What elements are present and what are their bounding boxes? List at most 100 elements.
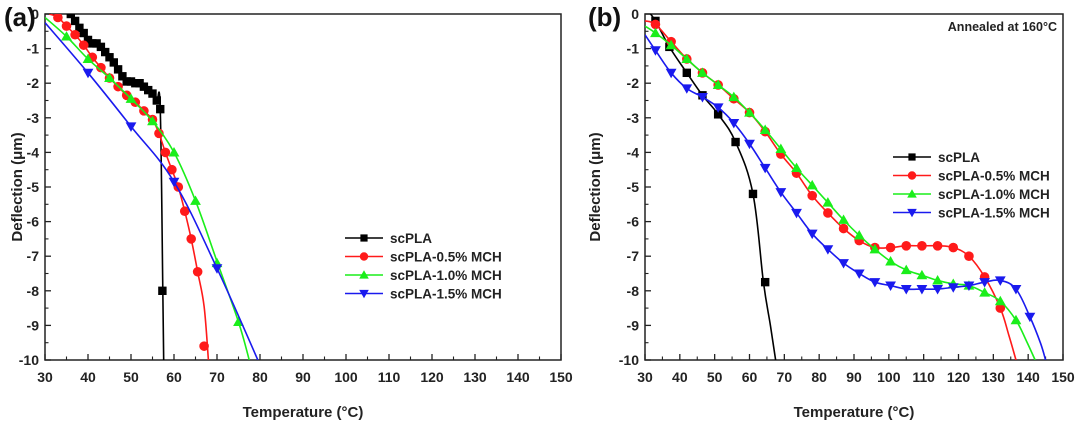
y-tick-label: -1 [627,41,640,57]
marker-triangle-up [125,93,137,103]
plot-area [645,14,1047,360]
marker-triangle-down [712,103,724,113]
marker-triangle-down [1024,312,1036,323]
y-tick-label: 0 [631,6,639,22]
legend-item: scPLA-1.5% MCH [893,206,1050,221]
marker-square [75,23,84,33]
marker-square [731,137,740,147]
marker-triangle-up [168,147,180,157]
marker-circle [885,242,896,253]
marker-triangle-up [822,197,834,207]
y-tick-label: -10 [619,352,639,368]
marker-square [760,277,770,287]
legend-label: scPLA-1.0% MCH [390,268,502,283]
marker-square [83,35,93,45]
marker-triangle-up [869,243,881,254]
marker-square [131,79,140,88]
series-scpla-1-0-mch [645,25,1036,360]
marker-square [109,58,118,67]
marker-square [88,39,97,48]
legend: scPLA scPLA-0.5% MCH scPLA-1.0% MCH scPLA-1… [893,150,1050,221]
annotation: Annealed at 160°C [948,20,1057,34]
marker-square [682,68,691,78]
marker-square [748,189,758,199]
marker-triangle-up [791,162,802,173]
marker-triangle-up [190,195,201,205]
marker-triangle-down [359,289,369,299]
y-tick-label: -8 [627,283,640,299]
marker-triangle-up [147,115,158,126]
marker-triangle-down [806,229,818,240]
marker-triangle-down [994,276,1006,286]
x-tick-label: 140 [1016,369,1040,385]
x-tick-label: 50 [123,369,139,385]
marker-circle [650,19,661,30]
x-axis-title: Temperature (°C) [794,404,915,421]
x-tick-label: 40 [80,369,96,385]
x-tick-label: 130 [982,369,1006,385]
marker-triangle-down [211,264,223,274]
x-tick-label: 70 [209,369,225,385]
marker-square [122,77,131,86]
marker-triangle-up [104,72,115,83]
marker-triangle-up [979,287,991,297]
panel-a: 30 40 50 60 70 80 90 100 110 120 130 140 150 0 -1 -2 -3 -… [4,2,573,421]
marker-square [92,39,101,48]
marker-circle [179,206,190,217]
legend: scPLA scPLA-0.5% MCH scPLA-1.0% MCH scPLA-1… [345,231,502,302]
x-tick-label: 110 [912,369,935,385]
marker-square [152,96,161,105]
marker-circle [160,147,171,158]
marker-triangle-down [697,92,708,103]
marker-triangle-up [665,39,677,50]
x-axis-title: Temperature (°C) [243,404,364,421]
x-tick-label: 40 [672,369,688,385]
x-tick-label: 100 [334,369,358,385]
marker-square [908,153,916,161]
y-tick-label: -9 [27,317,40,333]
marker-square [144,85,153,95]
marker-triangle-down [869,278,881,288]
marker-triangle-up [916,269,928,280]
marker-circle [61,21,72,31]
marker-circle [70,29,80,40]
x-tick-label: 100 [877,369,901,385]
y-tick-label: -7 [627,248,640,264]
legend-label: scPLA-1.5% MCH [938,206,1050,221]
x-tick-label: 130 [463,369,487,385]
marker-circle [154,128,164,139]
marker-circle [948,242,959,253]
marker-triangle-up [681,53,693,64]
marker-triangle-down [775,188,787,198]
marker-square [126,77,136,86]
x-tick-label: 50 [707,369,723,385]
legend-item: scPLA [893,150,980,165]
marker-square [70,16,80,26]
legend-item: scPLA-1.0% MCH [345,268,502,283]
marker-triangle-down [82,68,94,79]
marker-square [713,110,723,119]
series-scpla-1-5-mch [45,22,259,360]
marker-square [79,28,88,38]
marker-square [118,72,127,81]
marker-triangle-down [1010,285,1022,295]
marker-circle [186,234,196,244]
x-tick-label: 60 [166,369,182,385]
y-tick-label: 0 [31,6,39,22]
y-tick-label: -10 [19,352,39,368]
marker-square [139,82,149,91]
panel-label: (a) [4,2,36,32]
marker-circle [78,40,89,50]
plot-frame [44,13,562,361]
y-tick-label: -3 [27,110,40,126]
y-tick-label: -4 [627,144,640,160]
marker-triangle-down [744,139,755,150]
marker-triangle-up [728,91,740,102]
marker-triangle-down [759,163,771,174]
y-tick-label: -2 [27,75,40,91]
panel-label: (b) [588,2,621,32]
marker-triangle-up [650,27,661,38]
marker-square [66,14,75,19]
panel-b: 30 40 50 60 70 80 90 100 110 120 130 140 150 0 -1 -2 -3 -… [587,2,1075,421]
series-scpla [66,14,167,360]
